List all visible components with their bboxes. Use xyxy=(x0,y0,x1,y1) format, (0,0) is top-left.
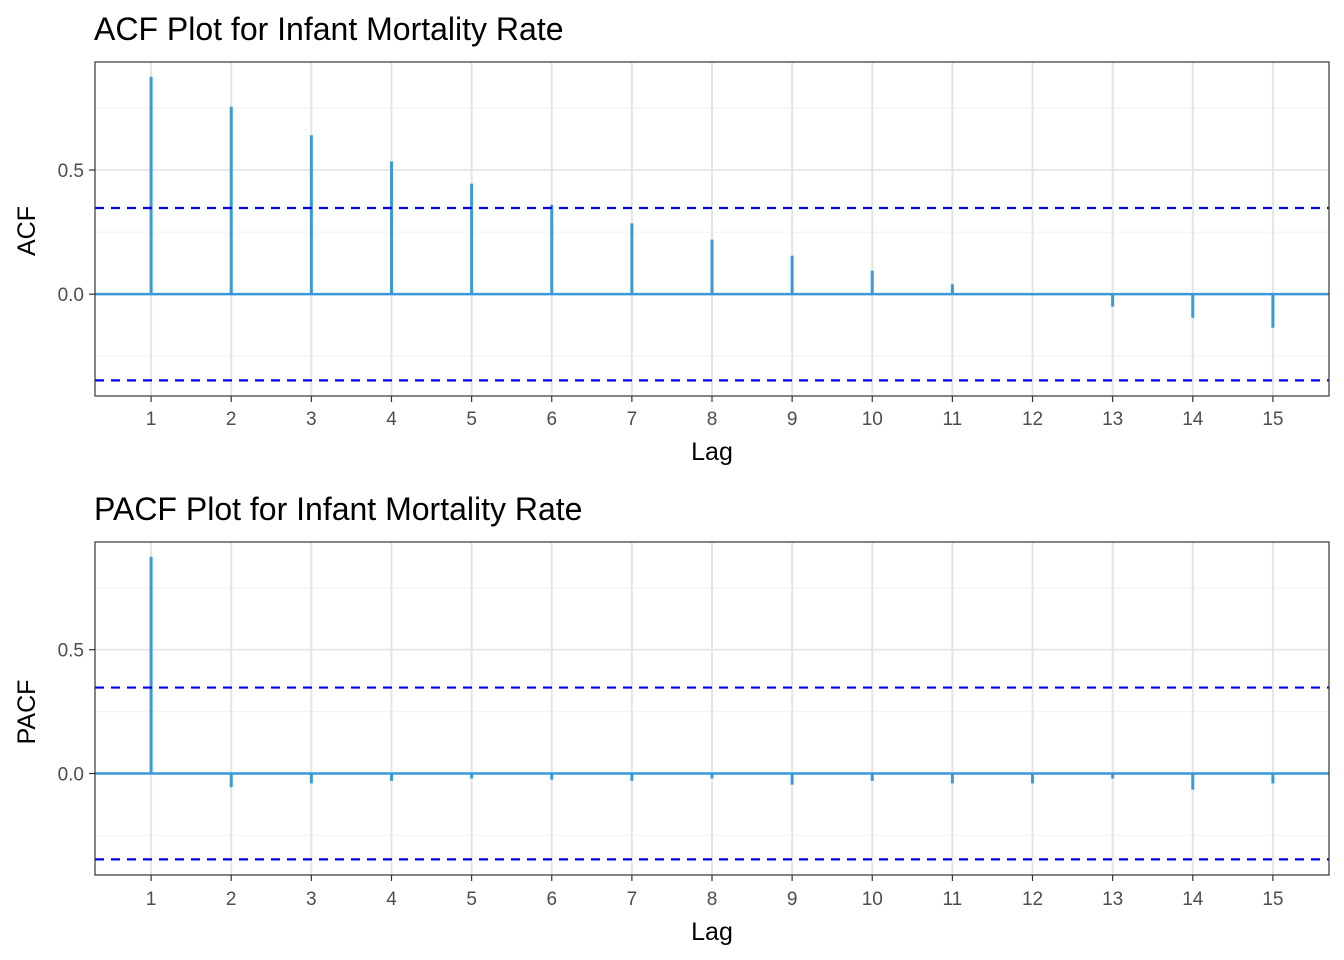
acf-x-tick-label: 2 xyxy=(226,409,237,430)
acf-x-tick-label: 11 xyxy=(943,409,963,430)
acf-x-tick-label: 7 xyxy=(627,409,638,430)
acf-x-tick-label: 15 xyxy=(1262,409,1283,430)
pacf-x-tick-label: 8 xyxy=(707,889,718,910)
pacf-x-tick-label: 10 xyxy=(862,889,883,910)
pacf-x-tick-label: 5 xyxy=(466,889,477,910)
acf-x-tick-label: 6 xyxy=(546,409,557,430)
acf-x-tick-label: 5 xyxy=(466,409,477,430)
acf-y-tick-label: 0.0 xyxy=(58,285,84,306)
acf-x-tick-label: 8 xyxy=(707,409,718,430)
acf-x-tick-label: 1 xyxy=(146,409,157,430)
pacf-x-axis-label: Lag xyxy=(691,918,733,946)
acf-y-axis-label: ACF xyxy=(13,206,41,256)
acf-x-tick-label: 12 xyxy=(1022,409,1043,430)
pacf-x-tick-label: 9 xyxy=(787,889,798,910)
acf-x-tick-label: 10 xyxy=(862,409,883,430)
pacf-x-tick-label: 12 xyxy=(1022,889,1043,910)
pacf-y-tick-label: 0.5 xyxy=(58,641,84,662)
acf-x-tick-label: 9 xyxy=(787,409,798,430)
pacf-x-tick-label: 6 xyxy=(546,889,557,910)
pacf-chart-title: PACF Plot for Infant Mortality Rate xyxy=(94,491,582,527)
pacf-x-tick-label: 3 xyxy=(306,889,317,910)
pacf-y-tick-label: 0.0 xyxy=(58,764,84,785)
acf-x-tick-label: 4 xyxy=(386,409,397,430)
acf-x-tick-label: 13 xyxy=(1102,409,1123,430)
acf-x-axis-label: Lag xyxy=(691,438,733,466)
pacf-x-tick-label: 4 xyxy=(386,889,397,910)
pacf-x-tick-label: 2 xyxy=(226,889,237,910)
acf-chart-title: ACF Plot for Infant Mortality Rate xyxy=(94,11,564,47)
pacf-x-tick-label: 7 xyxy=(627,889,638,910)
pacf-x-tick-label: 14 xyxy=(1182,889,1204,910)
acf-x-tick-label: 14 xyxy=(1182,409,1204,430)
pacf-x-tick-label: 13 xyxy=(1102,889,1123,910)
pacf-x-tick-label: 11 xyxy=(943,889,963,910)
pacf-y-axis-label: PACF xyxy=(13,680,41,745)
acf-y-tick-label: 0.5 xyxy=(58,161,84,182)
acf-x-tick-label: 3 xyxy=(306,409,317,430)
pacf-x-tick-label: 15 xyxy=(1262,889,1283,910)
pacf-x-tick-label: 1 xyxy=(146,889,157,910)
